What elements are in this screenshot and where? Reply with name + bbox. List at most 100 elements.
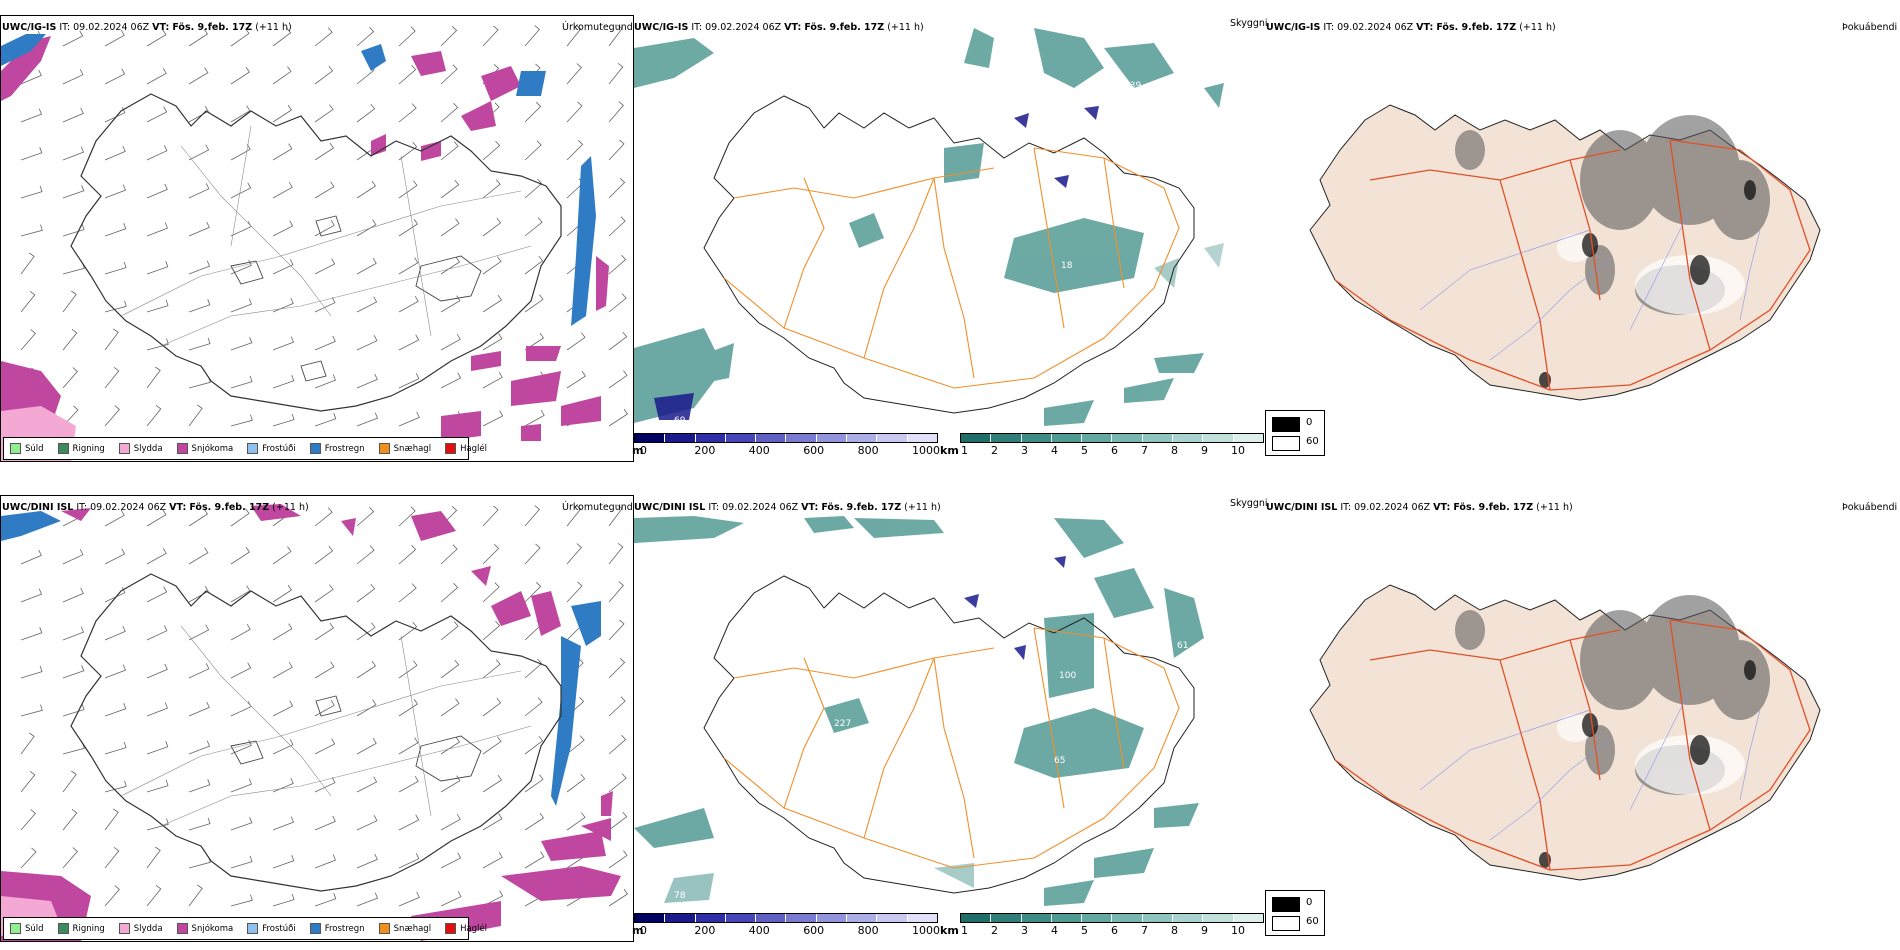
- wind-barb: [230, 662, 252, 679]
- map-label-r0-2: 18: [1061, 261, 1073, 271]
- wind-barb: [482, 813, 503, 831]
- colorbar-tick-label: 3: [1021, 924, 1028, 937]
- colorbar-segment: [1082, 434, 1113, 442]
- wind-barb: [482, 620, 501, 641]
- wind-barb: [230, 414, 253, 427]
- colorbar-segment: [1112, 434, 1143, 442]
- wind-barb: [398, 621, 418, 641]
- colorbar-tick-label: 9: [1201, 444, 1208, 457]
- legend-label: Snæhagl: [393, 923, 432, 934]
- wind-barb: [314, 374, 337, 389]
- wind-barb: [524, 658, 543, 679]
- wind-barb: [608, 734, 627, 755]
- wind-barb: [62, 107, 84, 123]
- precip-legend-1: Súld Rigning Slydda Snjókoma Frostúði Frostre…: [3, 437, 487, 460]
- legend-swatch: [176, 443, 188, 454]
- wind-barb: [440, 179, 460, 199]
- wind-barb: [272, 297, 294, 313]
- wind-barb: [608, 811, 628, 831]
- wind-barb: [608, 178, 626, 199]
- fog-label-60: 60: [1306, 436, 1319, 447]
- wind-barb: [188, 663, 210, 679]
- colorbar-tick-label: 6: [1111, 444, 1118, 457]
- wind-barb: [566, 812, 586, 831]
- visibility-unit-1: km: [940, 444, 959, 457]
- wind-barb: [608, 101, 624, 123]
- ceiling-colorbar-1: [634, 433, 938, 443]
- wind-barb: [524, 543, 541, 565]
- legend-swatch: [247, 923, 259, 934]
- wind-barb: [20, 290, 36, 313]
- wind-barb: [524, 102, 542, 123]
- colorbar-tick-label: 2: [991, 924, 998, 937]
- colorbar-segment: [695, 914, 726, 922]
- wind-barb: [230, 66, 251, 85]
- wind-barb: [272, 27, 292, 47]
- wind-barb: [230, 298, 253, 313]
- visibility-panel-1: 408 62 18 69 739: [634, 28, 1266, 460]
- wind-barb: [608, 216, 626, 237]
- wind-barb: [566, 24, 582, 47]
- legend-swatch: [57, 443, 69, 454]
- wind-barb: [62, 626, 85, 641]
- colorbar-tick-label: 800: [857, 444, 879, 457]
- wind-barb: [272, 816, 295, 831]
- title-precip-1: UWC/IG-IS IT: 09.02.2024 06Z VT: Fös. 9.…: [2, 22, 292, 33]
- precip-panel-1: Súld Rigning Slydda Snjókoma Frostúði Frostre…: [0, 15, 634, 462]
- wind-barb: [272, 143, 293, 161]
- wind-barb: [62, 367, 78, 389]
- fog-swatch-0: [1272, 897, 1300, 912]
- fog-swatch-60: [1272, 916, 1300, 931]
- wind-barb: [272, 584, 293, 603]
- wind-barb: [398, 103, 417, 123]
- wind-barb: [104, 366, 120, 389]
- wind-barb: [608, 581, 624, 603]
- wind-barb: [566, 581, 583, 603]
- wind-barb: [314, 738, 336, 755]
- map-label-r1-4: 78: [674, 891, 686, 901]
- wind-barb: [20, 732, 35, 755]
- wind-barb: [524, 851, 545, 869]
- colorbar-segment: [1173, 914, 1204, 922]
- wind-barb: [524, 294, 544, 313]
- wind-barb: [356, 26, 375, 47]
- legend-label: Frostregn: [324, 923, 365, 934]
- wind-barb: [566, 370, 587, 389]
- colorbar-segment: [1203, 434, 1234, 442]
- colorbar-segment: [1173, 434, 1204, 442]
- wind-barb: [398, 506, 416, 527]
- wind-barb: [608, 62, 624, 85]
- colorbar-segment: [1051, 914, 1083, 922]
- legend-item: Frostúði: [247, 923, 296, 934]
- wind-barb: [440, 544, 458, 565]
- fog-map-2: [1309, 584, 1821, 881]
- wind-barb: [272, 623, 293, 641]
- fog-map-1: [1309, 104, 1821, 401]
- colorbar-tick-label: 400: [748, 924, 770, 937]
- wind-barb: [608, 504, 623, 527]
- wind-barb: [398, 698, 419, 717]
- wind-barb: [356, 545, 375, 565]
- colorbar-segment: [907, 434, 937, 442]
- wind-barb: [20, 147, 43, 161]
- wind-barb: [188, 624, 210, 641]
- wind-barb: [188, 701, 210, 717]
- precip-legend-2: Súld Rigning Slydda Snjókoma Frostúði Frostre…: [3, 917, 487, 940]
- wind-barb: [314, 584, 334, 603]
- colorbar-tick-label: 4: [1051, 924, 1058, 937]
- wind-barb: [482, 410, 504, 427]
- visibility-type-label-2: Skyggni: [1230, 498, 1268, 509]
- wind-barb: [524, 255, 544, 275]
- wind-barb: [146, 183, 168, 199]
- wind-barb: [146, 29, 167, 47]
- wind-barb: [398, 64, 417, 85]
- wind-barb: [314, 65, 334, 85]
- wind-barb: [356, 180, 377, 199]
- wind-barb: [104, 780, 127, 793]
- wind-barb: [440, 141, 459, 161]
- wind-barb: [272, 336, 295, 351]
- colorbar-segment: [877, 434, 908, 442]
- wind-barb: [440, 659, 460, 679]
- legend-swatch: [118, 923, 130, 934]
- wind-barb: [20, 329, 36, 351]
